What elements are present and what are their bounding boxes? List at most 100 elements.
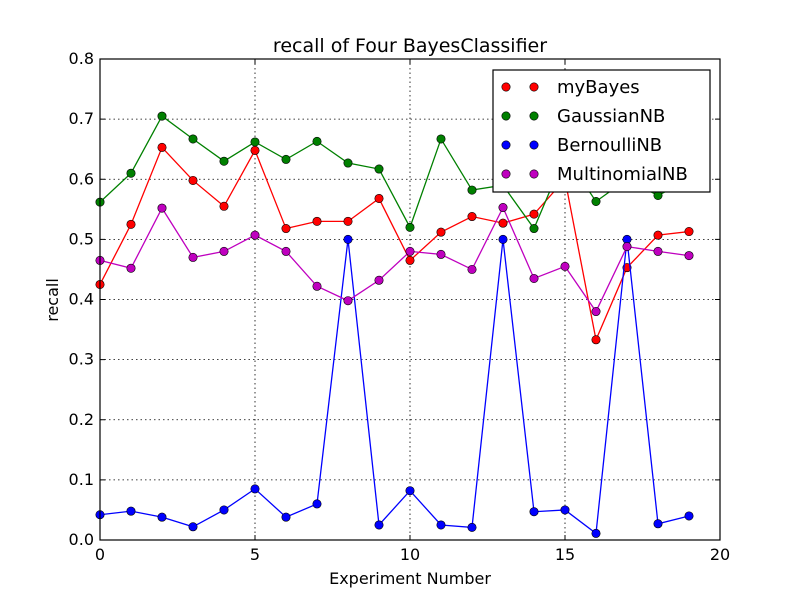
data-point-mybayes (684, 227, 694, 237)
series-multinomialnb (95, 203, 694, 317)
axis-ticks: 0 5 10 15 20 0.0 0.1 0.2 0.3 0.4 0.5 0.6 0.7 0.8 (69, 49, 731, 564)
data-point-multinomialnb (653, 246, 663, 256)
data-point-gaussiannb (312, 136, 322, 146)
data-point-multinomialnb (591, 307, 601, 317)
legend-label: myBayes (557, 77, 640, 98)
legend-item-multinomialnb: MultinomialNB (501, 164, 688, 185)
series-line-multinomialnb (99, 205, 690, 313)
data-point-multinomialnb (343, 296, 353, 306)
data-point-bernoullinb (188, 522, 198, 532)
legend-marker (501, 111, 511, 121)
y-tick-label: 0.1 (69, 470, 94, 489)
legend-marker (529, 140, 539, 150)
legend-item-bernoullinb: BernoulliNB (501, 135, 662, 156)
data-point-gaussiannb (529, 224, 539, 234)
data-point-multinomialnb (529, 273, 539, 283)
y-tick-label: 0.2 (69, 410, 94, 429)
y-tick-label: 0.7 (69, 109, 94, 128)
legend-label: GaussianNB (557, 106, 665, 127)
series-line-gaussiannb (99, 115, 690, 230)
data-point-gaussiannb (343, 158, 353, 168)
series-line-mybayes (99, 146, 690, 342)
data-point-gaussiannb (219, 156, 229, 166)
data-point-bernoullinb (374, 520, 384, 530)
legend-box (492, 69, 711, 193)
x-tick-label: 20 (710, 545, 730, 564)
data-point-multinomialnb (560, 261, 570, 271)
data-point-multinomialnb (250, 230, 260, 240)
data-point-bernoullinb (250, 484, 260, 494)
data-point-gaussiannb (374, 164, 384, 174)
data-point-gaussiannb (126, 168, 136, 178)
data-point-gaussiannb (467, 185, 477, 195)
data-point-multinomialnb (622, 242, 632, 252)
legend: myBayes GaussianNB BernoulliNB MultinomialN… (492, 69, 711, 193)
x-axis-label: Experiment Number (329, 569, 491, 588)
legend-label: BernoulliNB (557, 135, 662, 156)
data-point-mybayes (343, 216, 353, 226)
data-point-gaussiannb (405, 222, 415, 232)
data-point-bernoullinb (653, 519, 663, 529)
data-point-gaussiannb (188, 134, 198, 144)
x-tick-label: 0 (95, 545, 105, 564)
legend-item-mybayes: myBayes (501, 77, 640, 98)
data-point-bernoullinb (591, 528, 601, 538)
chart-title: recall of Four BayesClassifier (273, 35, 547, 57)
data-point-gaussiannb (281, 154, 291, 164)
y-tick-label: 0.3 (69, 350, 94, 369)
data-point-mybayes (591, 335, 601, 345)
legend-marker (501, 140, 511, 150)
data-point-bernoullinb (343, 234, 353, 244)
data-point-multinomialnb (405, 246, 415, 256)
data-point-mybayes (436, 227, 446, 237)
data-point-gaussiannb (591, 196, 601, 206)
data-point-multinomialnb (436, 249, 446, 259)
x-tick-label: 15 (555, 545, 575, 564)
data-point-bernoullinb (405, 486, 415, 496)
data-point-multinomialnb (219, 246, 229, 256)
series-mybayes (95, 142, 694, 345)
x-tick-label: 5 (250, 545, 260, 564)
data-point-bernoullinb (157, 512, 167, 522)
series-line-bernoullinb (99, 239, 690, 535)
data-point-gaussiannb (157, 111, 167, 121)
data-point-multinomialnb (312, 281, 322, 291)
data-point-mybayes (188, 175, 198, 185)
series-layer (95, 111, 694, 538)
x-tick-label: 10 (400, 545, 420, 564)
data-point-mybayes (281, 224, 291, 234)
data-point-mybayes (250, 145, 260, 155)
y-tick-label: 0.0 (69, 530, 94, 549)
data-point-multinomialnb (126, 263, 136, 273)
data-point-mybayes (498, 218, 508, 228)
data-point-bernoullinb (219, 505, 229, 515)
y-tick-label: 0.6 (69, 169, 94, 188)
legend-item-gaussiannb: GaussianNB (501, 106, 665, 127)
data-point-multinomialnb (684, 251, 694, 261)
y-tick-label: 0.4 (69, 290, 94, 309)
data-point-multinomialnb (498, 203, 508, 213)
data-point-mybayes (405, 255, 415, 265)
data-point-bernoullinb (467, 522, 477, 532)
data-point-bernoullinb (312, 499, 322, 509)
y-tick-label: 0.5 (69, 229, 94, 248)
legend-label: MultinomialNB (557, 164, 688, 185)
data-point-mybayes (219, 201, 229, 211)
data-point-mybayes (157, 142, 167, 152)
data-point-mybayes (467, 212, 477, 222)
data-point-mybayes (529, 209, 539, 219)
data-point-multinomialnb (157, 203, 167, 213)
legend-marker (529, 169, 539, 179)
y-axis-label: recall (43, 278, 62, 322)
y-tick-label: 0.8 (69, 49, 94, 68)
data-point-multinomialnb (281, 246, 291, 256)
data-point-bernoullinb (529, 507, 539, 517)
data-point-mybayes (653, 230, 663, 240)
data-point-mybayes (312, 216, 322, 226)
legend-marker (501, 169, 511, 179)
data-point-mybayes (126, 219, 136, 229)
grid-lines (100, 59, 720, 540)
data-point-bernoullinb (436, 520, 446, 530)
data-point-bernoullinb (560, 505, 570, 515)
data-point-bernoullinb (126, 506, 136, 516)
